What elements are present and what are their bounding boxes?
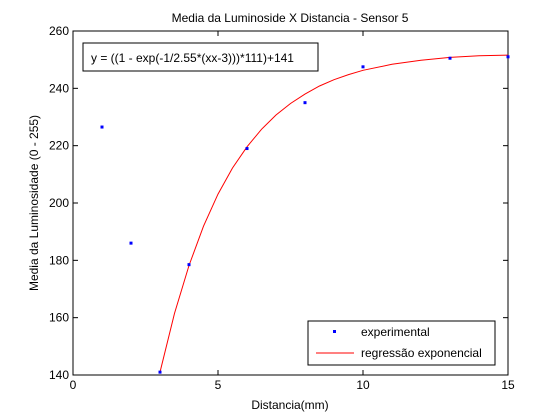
y-tick-label: 140 [49, 368, 69, 382]
x-tick-label: 5 [215, 378, 222, 392]
regression-curve-layer [159, 54, 509, 373]
equation-box: y = ((1 - exp(-1/2.55*(xx-3)))*111)+141 [82, 42, 319, 72]
equation-box-frame [82, 42, 319, 72]
equation-text: y = ((1 - exp(-1/2.55*(xx-3)))*111)+141 [91, 51, 294, 65]
x-axis-label: Distancia(mm) [251, 398, 328, 412]
legend: experimental regressão exponencial [307, 320, 496, 366]
y-tick-label: 160 [49, 311, 69, 325]
y-tick-label: 220 [49, 139, 69, 153]
legend-marker-experimental [333, 330, 336, 333]
data-point [361, 65, 365, 69]
data-point [129, 241, 133, 245]
legend-label-regression: regressão exponencial [361, 346, 482, 360]
legend-frame [307, 320, 496, 366]
legend-label-experimental: experimental [361, 325, 430, 339]
y-tick-label: 240 [49, 81, 69, 95]
data-point [303, 101, 307, 105]
chart-title: Media da Luminoside X Distancia - Sensor… [172, 11, 409, 25]
x-tick-label: 10 [356, 378, 370, 392]
regression-curve [159, 54, 509, 373]
y-axis-label: Media da Luminosidade (0 - 255) [27, 115, 41, 291]
y-tick-label: 260 [49, 24, 69, 38]
data-point [506, 55, 510, 59]
plot-area [72, 30, 509, 376]
axis-ticks: 0 5 10 15 140 160 180 200 220 240 260 [49, 24, 515, 392]
data-point [448, 56, 452, 60]
data-point [158, 370, 162, 374]
y-tick-label: 180 [49, 253, 69, 267]
data-point [245, 147, 249, 151]
x-tick-label: 15 [501, 378, 515, 392]
x-tick-label: 0 [70, 378, 77, 392]
y-tick-label: 200 [49, 196, 69, 210]
data-point [187, 263, 191, 267]
experimental-points-layer [100, 55, 510, 374]
data-point [100, 125, 104, 129]
